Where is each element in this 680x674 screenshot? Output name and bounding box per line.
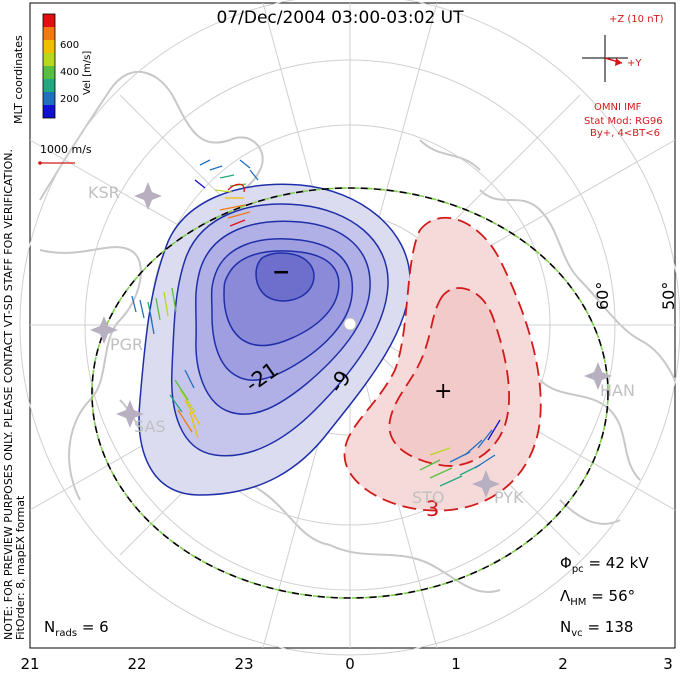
station-marker-sas bbox=[116, 400, 144, 428]
stat-lambda-hm-value: = 56° bbox=[591, 587, 636, 605]
x-tick-21: 21 bbox=[20, 655, 40, 673]
stat-lambda-hm-sub: HM bbox=[570, 597, 587, 608]
station-marker-ksr bbox=[134, 182, 162, 210]
stat-n-rads-symbol: N bbox=[44, 618, 56, 636]
imf-y-label: +Y bbox=[627, 58, 642, 69]
stat-lambda-hm-symbol: Λ bbox=[560, 587, 571, 605]
negative-cell bbox=[138, 183, 411, 496]
vector-cluster-southwest bbox=[169, 369, 201, 439]
lat-label-50: 50° bbox=[659, 282, 678, 310]
x-tick-3: 3 bbox=[663, 655, 673, 673]
colorbar-segment-8 bbox=[43, 105, 55, 118]
colorbar-tick-400: 400 bbox=[60, 67, 79, 78]
imf-source-label: OMNI IMF bbox=[594, 102, 642, 113]
station-label-ksr: KSR bbox=[88, 183, 120, 202]
stat-phi-pc: Φpc = 42 kV bbox=[560, 554, 649, 575]
x-tick-2: 2 bbox=[558, 655, 568, 673]
stat-phi-pc-sub: pc bbox=[571, 564, 584, 575]
station-label-pyk: PYK bbox=[494, 488, 524, 507]
velocity-vectors bbox=[131, 159, 501, 487]
station-markers bbox=[90, 182, 612, 498]
contour-label-3: 3 bbox=[426, 497, 439, 521]
heppner-maynard-boundary bbox=[91, 187, 609, 599]
preview-warning-note: NOTE: FOR PREVIEW PURPOSES ONLY. PLEASE … bbox=[2, 149, 15, 640]
station-label-sas: SAS bbox=[134, 417, 166, 436]
plot-title: 07/Dec/2004 03:00-03:02 UT bbox=[216, 8, 464, 28]
station-label-pgr: PGR bbox=[110, 335, 143, 354]
imf-z-label: +Z (10 nT) bbox=[609, 14, 664, 25]
positive-cell bbox=[343, 216, 542, 512]
vector-cluster-west bbox=[131, 287, 177, 335]
pos-contour-2 bbox=[388, 287, 510, 467]
station-marker-pyk bbox=[472, 470, 500, 498]
vector-scale-label: 1000 m/s bbox=[40, 143, 92, 156]
pole-marker bbox=[343, 317, 357, 331]
imf-clock bbox=[582, 35, 628, 82]
vector-cluster-north bbox=[194, 159, 259, 227]
station-marker-pgr bbox=[90, 316, 118, 344]
stat-lambda-hm: ΛHM = 56° bbox=[560, 587, 635, 608]
station-label-han: HAN bbox=[600, 381, 635, 400]
vector-cluster-southeast bbox=[419, 419, 501, 487]
x-tick-23: 23 bbox=[234, 655, 254, 673]
lat-label-60: 60° bbox=[593, 282, 612, 310]
potential-min-marker: − bbox=[272, 260, 290, 285]
mlt-coordinates-note: MLT coordinates bbox=[12, 35, 25, 124]
colorbar-segment-1 bbox=[43, 14, 55, 27]
x-tick-22: 22 bbox=[127, 655, 147, 673]
velocity-colorbar: 600 400 200 Vel [m/s] bbox=[42, 13, 93, 119]
colorbar-segment-2 bbox=[43, 27, 55, 40]
stat-n-vc: Nvc = 138 bbox=[560, 618, 633, 639]
neg-contour-6 bbox=[255, 252, 315, 302]
potential-max-marker: + bbox=[434, 379, 452, 404]
colorbar-segment-6 bbox=[43, 79, 55, 92]
stat-n-rads-sub: rads bbox=[55, 628, 78, 639]
stat-phi-pc-value: = 42 kV bbox=[588, 554, 649, 572]
stat-model-cond: By+, 4<BT<6 bbox=[590, 128, 660, 139]
colorbar-segment-5 bbox=[43, 66, 55, 79]
stat-phi-pc-symbol: Φ bbox=[560, 554, 572, 572]
stat-model-label: Stat Mod: RG96 bbox=[584, 116, 663, 127]
stat-n-vc-value: = 138 bbox=[587, 618, 634, 636]
colorbar-label: Vel [m/s] bbox=[82, 51, 93, 95]
station-marker-han bbox=[584, 362, 612, 390]
stat-n-rads: Nrads = 6 bbox=[44, 618, 109, 639]
colorbar-segment-3 bbox=[43, 40, 55, 53]
x-tick-0: 0 bbox=[345, 655, 355, 673]
vector-scale-dot bbox=[38, 161, 42, 165]
stat-n-rads-value: = 6 bbox=[81, 618, 109, 636]
x-tick-1: 1 bbox=[451, 655, 461, 673]
station-label-sto: STO bbox=[412, 488, 445, 507]
stat-n-vc-sub: vc bbox=[571, 628, 583, 639]
lat-circle-50 bbox=[19, 0, 680, 656]
colorbar-tick-600: 600 bbox=[60, 40, 79, 51]
colorbar-segment-4 bbox=[43, 53, 55, 66]
colorbar-tick-200: 200 bbox=[60, 94, 79, 105]
colorbar-segment-7 bbox=[43, 92, 55, 105]
stat-n-vc-symbol: N bbox=[560, 618, 572, 636]
fit-order-note: FitOrder: 8, mapEX format bbox=[14, 495, 27, 640]
